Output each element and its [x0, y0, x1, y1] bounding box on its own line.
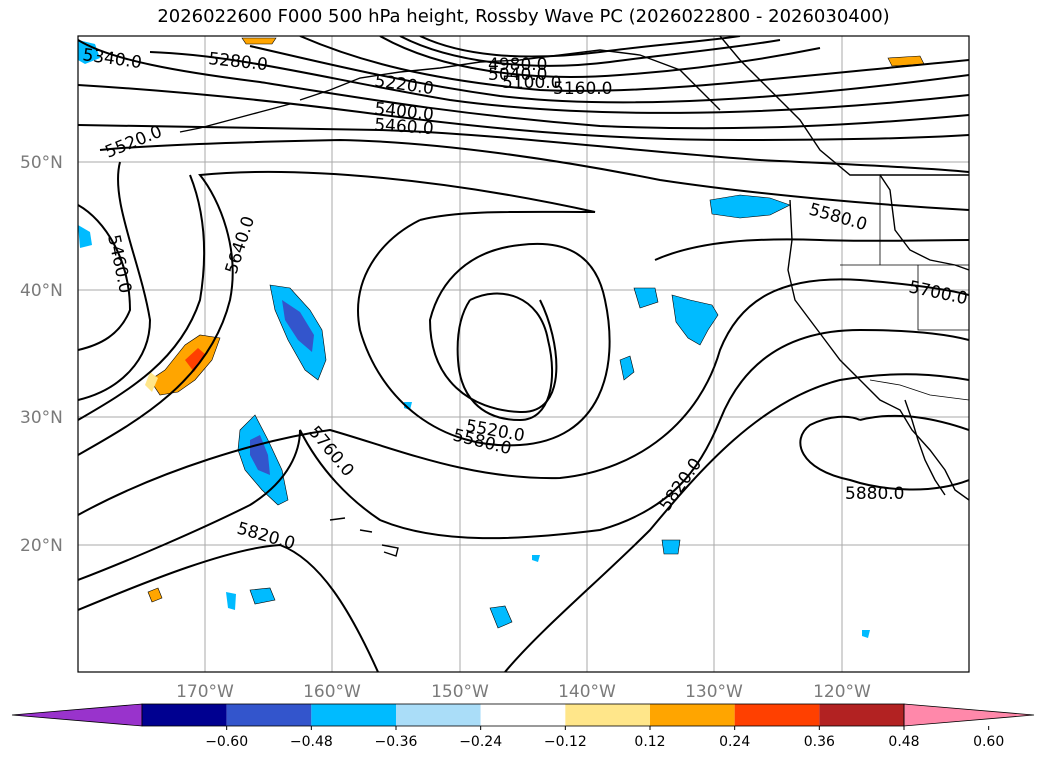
contour-label: 5460.0: [374, 115, 435, 139]
colorbar-segment: [650, 704, 735, 726]
contour-5820-east: [504, 373, 969, 672]
contour-label: 5880.0: [845, 484, 904, 504]
lon-label-130: 130°W: [685, 682, 743, 702]
colorbar-segment: [142, 704, 227, 726]
contour-5340: [78, 39, 969, 130]
lat-label-40: 40°N: [20, 281, 63, 301]
colorbar-segment: [311, 704, 396, 726]
contour-5220: [249, 45, 969, 104]
lon-label-170: 170°W: [176, 682, 234, 702]
latitude-labels: 50°N 40°N 30°N 20°N: [20, 153, 63, 556]
contour-5640: [78, 170, 596, 456]
anomaly-pos-1: [149, 334, 221, 396]
lon-label-120: 120°W: [813, 682, 871, 702]
contour-low-inner: [456, 292, 554, 422]
contour-label: 4980.0: [488, 55, 547, 75]
coast-west-coast: [787, 199, 969, 501]
colorbar-segment: [565, 704, 650, 726]
lon-label-160: 160°W: [303, 682, 361, 702]
contour-label: 5040.0: [488, 65, 547, 85]
anomaly-neg-12: [661, 539, 681, 555]
contour-5460-west: [78, 204, 132, 351]
colorbar-outline: [141, 703, 905, 727]
contour-5820-west: [78, 543, 379, 672]
contour-5100: [379, 36, 821, 78]
contour-5760: [78, 328, 969, 581]
anomaly-neg-4: [671, 294, 719, 346]
colorbar-segment: [396, 704, 481, 726]
coast-north-america: [719, 36, 969, 271]
colorbar-tick-label: 0.24: [719, 734, 750, 750]
anomaly-shading: [78, 37, 925, 638]
lon-label-140: 140°W: [558, 682, 616, 702]
contour-5520-west: [78, 161, 152, 401]
contour-5880: [799, 414, 969, 491]
colorbar-extend-low: [11, 703, 143, 727]
contour-label: 5100.0: [502, 73, 561, 93]
contour-5460-north: [78, 124, 969, 173]
contour-5580-west: [78, 174, 206, 421]
colorbar-extend-high: [903, 703, 1035, 727]
anomaly-neg-3: [709, 194, 791, 219]
anomaly-neg-5: [633, 287, 659, 309]
lat-label-20: 20°N: [20, 536, 63, 556]
contour-5520: [99, 138, 969, 211]
anomaly-neg-13: [404, 402, 412, 410]
contour-5400: [78, 84, 969, 142]
colorbar-segment: [734, 704, 820, 726]
anomaly-pos-4: [241, 37, 277, 45]
colorbar-tick-label: −0.24: [459, 734, 502, 750]
colorbar-tick-label: 0.60: [973, 734, 1004, 750]
colorbar-segment: [226, 704, 312, 726]
contour-4980: [419, 36, 741, 58]
anomaly-neg-8: [78, 40, 100, 64]
lon-label-150: 150°W: [431, 682, 489, 702]
colorbar-tick-label: 0.36: [804, 734, 835, 750]
anomaly-neg-10: [226, 592, 236, 610]
anomaly-neg-1-core: [282, 300, 314, 352]
colorbar-tick-label: −0.12: [544, 734, 587, 750]
colorbar-tick-label: 0.12: [634, 734, 665, 750]
anomaly-neg-15: [862, 630, 870, 638]
border-mexico: [869, 379, 969, 401]
colorbar: −0.60 −0.48 −0.36 −0.24 −0.12 0.12 0.24 0.36 0.4…: [11, 703, 1035, 750]
coast-hawaii: [329, 517, 399, 557]
height-contours: [78, 36, 969, 672]
anomaly-neg-11: [489, 605, 513, 629]
anomaly-neg-9: [249, 587, 276, 605]
coast-aleutians: [179, 103, 291, 133]
longitude-labels: 170°W 160°W 150°W 140°W 130°W 120°W: [176, 682, 871, 702]
lat-label-30: 30°N: [20, 408, 63, 428]
colorbar-tick-label: −0.36: [375, 734, 418, 750]
contour-5580-east: [654, 238, 969, 261]
contour-5160: [299, 36, 969, 92]
colorbar-segment: [819, 704, 904, 726]
contour-5700: [78, 278, 969, 516]
anomaly-pos-2: [147, 587, 163, 603]
contour-5280: [149, 51, 969, 114]
lat-label-50: 50°N: [20, 153, 63, 173]
anomaly-pos-1-core: [185, 348, 206, 372]
contour-label: 5160.0: [553, 79, 612, 99]
map-frame: [77, 35, 970, 673]
anomaly-pos-1-halo: [145, 372, 158, 392]
anomaly-neg-6: [619, 355, 635, 381]
contour-low-outer: [357, 219, 611, 447]
colorbar-tick-label: −0.48: [290, 734, 333, 750]
colorbar-tick-label: −0.60: [205, 734, 248, 750]
anomaly-neg-7: [78, 225, 92, 248]
contour-5040: [399, 36, 781, 67]
colorbar-segment: [480, 704, 566, 726]
colorbar-tick-label: 0.48: [888, 734, 919, 750]
anomaly-neg-14: [532, 555, 540, 562]
map-title: 2026022600 F000 500 hPa height, Rossby W…: [157, 6, 890, 27]
